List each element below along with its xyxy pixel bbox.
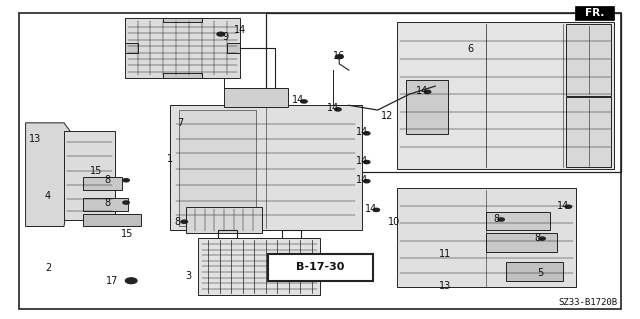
Polygon shape <box>163 18 202 22</box>
Text: 14: 14 <box>355 156 368 166</box>
Polygon shape <box>83 198 128 211</box>
Text: 3: 3 <box>186 271 192 281</box>
Text: 13: 13 <box>438 280 451 291</box>
Polygon shape <box>163 73 202 78</box>
Circle shape <box>123 201 129 204</box>
Circle shape <box>181 220 188 223</box>
Polygon shape <box>26 123 77 226</box>
Text: FR.: FR. <box>585 8 604 19</box>
Polygon shape <box>186 207 262 233</box>
Text: 12: 12 <box>381 111 394 122</box>
Circle shape <box>364 160 370 164</box>
Text: 14: 14 <box>326 103 339 114</box>
FancyBboxPatch shape <box>575 6 614 20</box>
Circle shape <box>335 55 343 59</box>
Circle shape <box>424 90 431 93</box>
Text: 14: 14 <box>355 127 368 137</box>
Text: 4: 4 <box>45 191 51 201</box>
Text: 16: 16 <box>333 51 346 61</box>
Text: 11: 11 <box>438 249 451 259</box>
Text: 15: 15 <box>90 166 102 176</box>
Circle shape <box>301 100 307 103</box>
Text: 14: 14 <box>365 204 378 214</box>
Text: 10: 10 <box>387 217 400 227</box>
Text: 8: 8 <box>534 233 541 243</box>
Polygon shape <box>566 24 611 96</box>
Circle shape <box>217 32 225 36</box>
Polygon shape <box>125 43 138 53</box>
Polygon shape <box>486 212 550 230</box>
Circle shape <box>373 208 380 211</box>
Text: 8: 8 <box>493 213 499 224</box>
Circle shape <box>498 218 504 221</box>
Text: 14: 14 <box>291 95 304 106</box>
Polygon shape <box>83 214 141 226</box>
Bar <box>268 254 373 281</box>
Polygon shape <box>125 18 240 78</box>
Polygon shape <box>397 22 614 169</box>
Circle shape <box>125 278 137 284</box>
Circle shape <box>565 205 572 208</box>
Polygon shape <box>406 80 448 134</box>
Circle shape <box>364 132 370 135</box>
Polygon shape <box>397 188 576 287</box>
Polygon shape <box>83 177 122 190</box>
Bar <box>266 13 621 172</box>
Text: 14: 14 <box>557 201 570 211</box>
Polygon shape <box>198 238 320 295</box>
Text: 13: 13 <box>29 134 42 144</box>
Circle shape <box>539 237 545 240</box>
Text: 14: 14 <box>355 175 368 185</box>
Text: 14: 14 <box>416 86 429 96</box>
Text: 15: 15 <box>120 229 133 240</box>
Text: 8: 8 <box>104 175 111 185</box>
Polygon shape <box>227 43 240 53</box>
Text: 9: 9 <box>222 32 228 42</box>
Polygon shape <box>566 97 611 167</box>
Text: 1: 1 <box>166 154 173 165</box>
Text: B-17-30: B-17-30 <box>296 262 344 272</box>
Text: 6: 6 <box>467 44 474 55</box>
Circle shape <box>335 108 341 111</box>
Text: SZ33-B1720B: SZ33-B1720B <box>559 298 618 307</box>
Circle shape <box>123 179 129 182</box>
Text: 17: 17 <box>106 276 118 286</box>
Polygon shape <box>224 88 288 107</box>
Circle shape <box>364 180 370 183</box>
Text: 14: 14 <box>234 25 246 35</box>
Polygon shape <box>486 233 557 252</box>
Text: 7: 7 <box>177 118 184 128</box>
Text: 8: 8 <box>175 217 181 227</box>
Polygon shape <box>64 131 115 220</box>
Text: 2: 2 <box>45 263 51 273</box>
Text: 5: 5 <box>538 268 544 278</box>
Polygon shape <box>170 105 362 230</box>
Polygon shape <box>179 110 256 226</box>
Text: 8: 8 <box>104 197 111 208</box>
Polygon shape <box>506 262 563 281</box>
